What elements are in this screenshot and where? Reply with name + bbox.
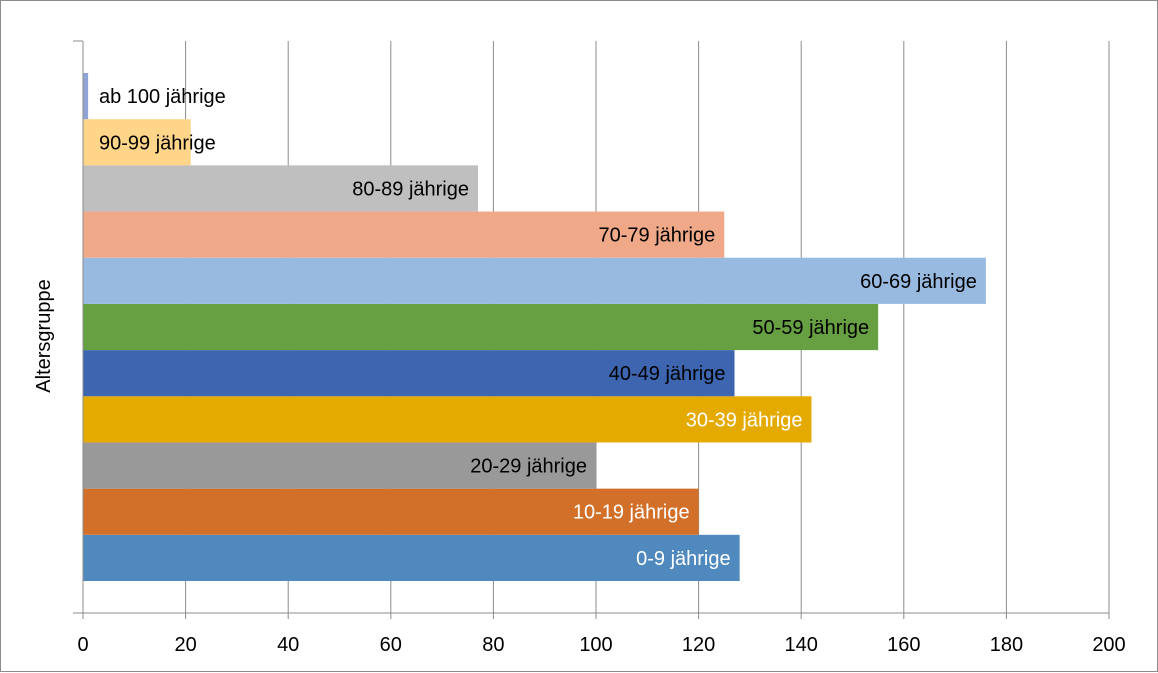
bar-label-20-29-jährige: 20-29 jährige	[470, 456, 587, 478]
bar-label-0-9-jährige: 0-9 jährige	[636, 548, 731, 570]
y-axis-label: Altersgruppe	[33, 279, 55, 392]
x-tick-labels: 0 20 40 60 80 100 120 140 160 180 200	[77, 634, 1125, 656]
x-tick-label-40: 40	[277, 634, 299, 656]
bar-70-79-jährige	[83, 211, 725, 258]
x-tick-label-120: 120	[682, 634, 715, 656]
bars: 0-9 jährige 10-19 jährige 20-29 jährige 30-…	[83, 73, 986, 581]
bar-label-70-79-jährige: 70-79 jährige	[599, 225, 716, 247]
x-tick-label-160: 160	[887, 634, 920, 656]
bar-40-49-jährige	[83, 350, 735, 397]
bar-0-9-jährige	[83, 534, 740, 581]
x-tick-label-60: 60	[380, 634, 402, 656]
bar-ab-100-jährige	[83, 73, 89, 120]
x-tick-label-200: 200	[1092, 634, 1125, 656]
bar-20-29-jährige	[83, 442, 596, 489]
x-tick-label-180: 180	[990, 634, 1023, 656]
bar-label-10-19-jährige: 10-19 jährige	[573, 502, 690, 524]
bar-label-90-99-jährige: 90-99 jährige	[99, 132, 216, 154]
x-tick-label-80: 80	[482, 634, 504, 656]
bar-80-89-jährige	[83, 165, 479, 212]
bar-60-69-jährige	[83, 257, 986, 304]
bar-label-ab-100-jährige: ab 100 jährige	[99, 86, 226, 108]
x-tick-label-140: 140	[785, 634, 818, 656]
bar-label-40-49-jährige: 40-49 jährige	[609, 363, 726, 385]
bar-label-60-69-jährige: 60-69 jährige	[860, 271, 977, 293]
x-tick-label-100: 100	[579, 634, 612, 656]
x-tick-label-0: 0	[77, 634, 88, 656]
bar-label-80-89-jährige: 80-89 jährige	[352, 178, 469, 200]
bar-90-99-jährige	[83, 119, 191, 166]
axes	[73, 40, 1110, 619]
bar-label-50-59-jährige: 50-59 jährige	[752, 317, 869, 339]
bar-50-59-jährige	[83, 303, 879, 351]
x-tick-label-20: 20	[174, 634, 196, 656]
bar-30-39-jährige	[83, 396, 812, 443]
bar-10-19-jährige	[83, 488, 699, 535]
bar-label-30-39-jährige: 30-39 jährige	[686, 409, 803, 431]
